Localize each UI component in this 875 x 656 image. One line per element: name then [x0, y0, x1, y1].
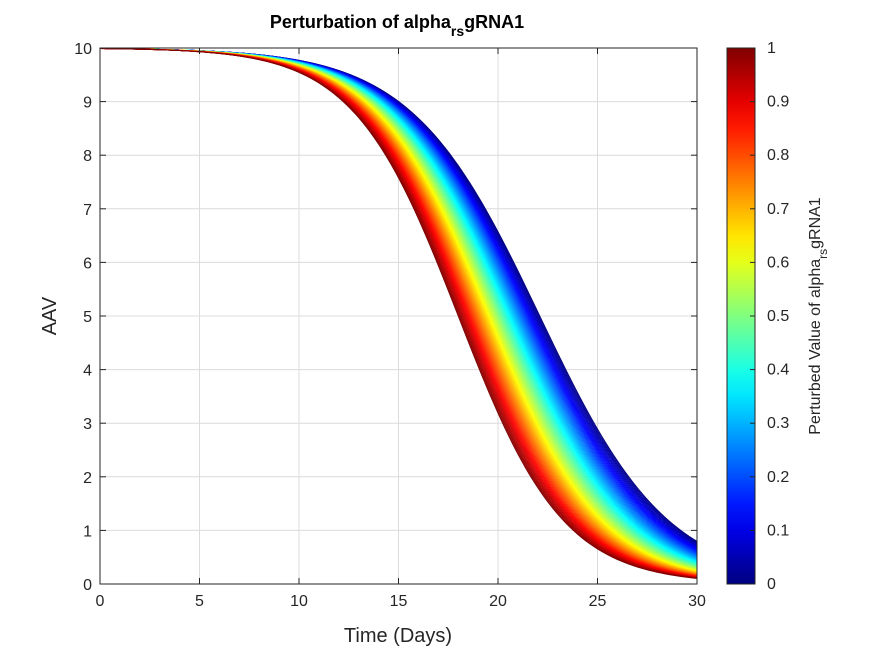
- colorbar-label: Perturbed Value of alpharsgRNA1: [807, 197, 830, 435]
- x-tick-label: 10: [290, 593, 308, 610]
- colorbar-tick-label: 0.6: [767, 254, 789, 271]
- x-tick-label: 15: [390, 593, 408, 610]
- y-axis-label: AAV: [39, 296, 61, 335]
- y-tick-label: 8: [83, 148, 92, 165]
- colorbar-tick-label: 0: [767, 576, 776, 593]
- colorbar-tick-label: 0.3: [767, 415, 789, 432]
- plot-area: 0 5 10 15 20 25 30 0 1 2 3 4 5 6 7 8 9 10: [74, 41, 706, 610]
- x-axis-ticks: 0 5 10 15 20 25 30: [96, 48, 706, 610]
- x-tick-label: 30: [688, 593, 706, 610]
- colorbar-tick-label: 0.8: [767, 147, 789, 164]
- colorbar: 0 0.1 0.2 0.3 0.4 0.5 0.6 0.7 0.8 0.9 1: [726, 40, 789, 593]
- y-tick-label: 3: [83, 416, 92, 433]
- colorbar-tick-label: 1: [767, 40, 776, 57]
- colorbar-tick-label: 0.5: [767, 308, 789, 325]
- x-tick-label: 5: [195, 593, 204, 610]
- colorbar-tick-label: 0.1: [767, 522, 789, 539]
- chart-title: Perturbation of alpharsgRNA1: [270, 12, 524, 39]
- y-tick-label: 0: [83, 577, 92, 594]
- y-tick-label: 6: [83, 255, 92, 272]
- x-tick-label: 20: [489, 593, 507, 610]
- colorbar-ticks: 0 0.1 0.2 0.3 0.4 0.5 0.6 0.7 0.8 0.9 1: [750, 40, 789, 593]
- colorbar-tick-label: 0.4: [767, 362, 789, 379]
- x-tick-label: 0: [96, 593, 105, 610]
- y-tick-label: 1: [83, 523, 92, 540]
- colorbar-tick-label: 0.9: [767, 94, 789, 111]
- x-tick-label: 25: [589, 593, 607, 610]
- y-axis-ticks: 0 1 2 3 4 5 6 7 8 9 10: [74, 41, 697, 594]
- y-tick-label: 7: [83, 202, 92, 219]
- y-tick-label: 4: [83, 363, 92, 380]
- colorbar-tick-label: 0.7: [767, 201, 789, 218]
- x-axis-label: Time (Days): [344, 625, 452, 647]
- y-tick-label: 5: [83, 309, 92, 326]
- colorbar-tick-label: 0.2: [767, 469, 789, 486]
- y-tick-label: 9: [83, 95, 92, 112]
- y-tick-label: 10: [74, 41, 92, 58]
- y-tick-label: 2: [83, 470, 92, 487]
